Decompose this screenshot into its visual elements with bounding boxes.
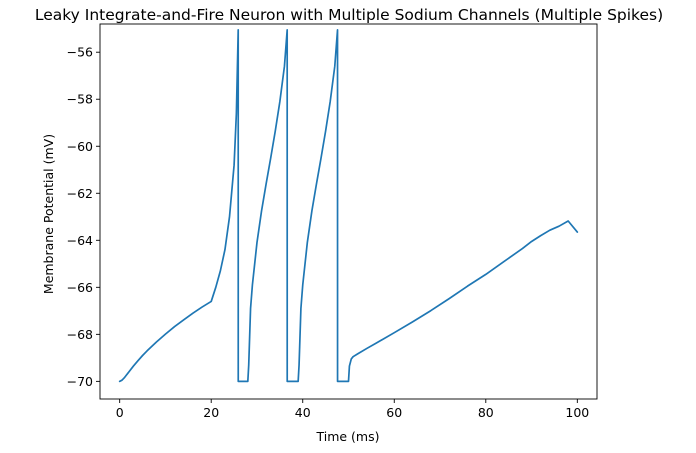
x-tick-label: 20: [203, 405, 219, 420]
plot-area: [118, 29, 579, 383]
y-tick-label: −62: [67, 186, 93, 201]
x-tick-label: 0: [116, 405, 124, 420]
y-tick-label: −66: [67, 280, 93, 295]
chart-title: Leaky Integrate-and-Fire Neuron with Mul…: [35, 6, 663, 24]
x-tick-label: 100: [565, 405, 589, 420]
y-tick-label: −60: [67, 139, 93, 154]
y-tick-label: −58: [67, 92, 93, 107]
x-tick-label: 40: [295, 405, 311, 420]
y-tick-label: −56: [67, 45, 93, 60]
y-tick-label: −68: [67, 327, 93, 342]
x-tick-label: 80: [478, 405, 494, 420]
x-axis-label: Time (ms): [315, 429, 379, 444]
y-axis: −70 −68 −66 −64 −62 −60 −58 −56: [67, 45, 100, 389]
series-line: [118, 29, 579, 383]
y-tick-label: −64: [67, 233, 93, 248]
x-axis: 0 20 40 60 80 100: [116, 399, 589, 420]
axes-frame: [99, 23, 598, 400]
y-tick-label: −70: [67, 374, 93, 389]
x-tick-label: 60: [386, 405, 402, 420]
y-axis-label: Membrane Potential (mV): [41, 134, 56, 294]
